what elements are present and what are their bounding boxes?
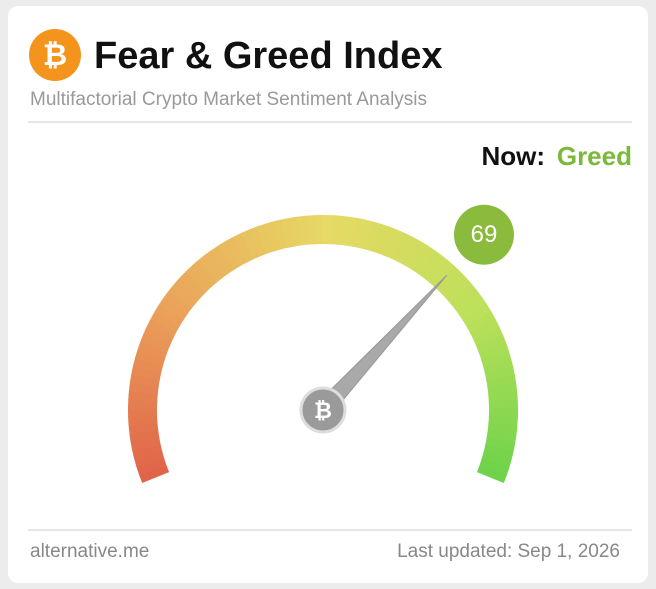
gauge-arc-segment bbox=[179, 270, 207, 298]
gauge-arc-segment bbox=[136, 457, 167, 476]
gauge-arc-segment bbox=[478, 342, 510, 361]
gauge-arc-segment bbox=[128, 407, 158, 418]
gauge-arc-segment bbox=[168, 283, 197, 309]
last-updated: Last updated: Sep 1, 2026 bbox=[397, 541, 620, 562]
gauge-arc-segment bbox=[466, 311, 497, 334]
gauge-arc-segment bbox=[150, 310, 181, 333]
gauge-arc-segment bbox=[198, 254, 224, 283]
gauge-arc-segment bbox=[365, 221, 383, 252]
gauge-arc-segment bbox=[454, 290, 483, 316]
source: alternative.me bbox=[30, 541, 149, 562]
gauge-arc-segment bbox=[137, 341, 168, 360]
gauge-arc-segment bbox=[481, 350, 512, 368]
gauge-arc-segment bbox=[174, 276, 202, 303]
gauge-arc-segment bbox=[132, 357, 164, 374]
gauge-arc-segment bbox=[358, 219, 375, 250]
gauge-arc-segment bbox=[399, 236, 422, 267]
gauge-arc-segment bbox=[159, 296, 189, 321]
gauge-arc-segment bbox=[185, 264, 213, 293]
gauge-arc-segment bbox=[146, 317, 177, 340]
gauge-arc-segment bbox=[417, 249, 443, 279]
gauge-arc-segment bbox=[488, 391, 518, 403]
gauge-arc-segment bbox=[140, 333, 171, 353]
gauge-arc-segment bbox=[405, 240, 429, 271]
gauge-arc-segment bbox=[128, 414, 158, 426]
value-label: 69 bbox=[471, 221, 498, 248]
gauge-arc-segment bbox=[211, 244, 236, 274]
gauge-arc-segment bbox=[462, 304, 493, 328]
gauge-arc-segment bbox=[272, 219, 289, 250]
gauge-arc-segment bbox=[191, 259, 218, 288]
gauge-arc-segment bbox=[469, 319, 500, 341]
now-label: Now: bbox=[481, 141, 545, 171]
gauge-arc-segment bbox=[485, 437, 516, 452]
gauge-arc-segment bbox=[473, 326, 504, 347]
gauge-arc-segment bbox=[128, 398, 158, 409]
gauge: ₿ 69 bbox=[128, 204, 518, 484]
gauge-arc-segment bbox=[483, 358, 514, 375]
gauge-arc-segment bbox=[218, 240, 242, 270]
gauge-arc-segment bbox=[386, 229, 407, 260]
gauge-arc-segment bbox=[379, 226, 399, 257]
gauge-arc-segment bbox=[486, 430, 517, 444]
chart-title: Fear & Greed Index bbox=[94, 35, 442, 77]
gauge-arc-segment bbox=[444, 277, 473, 304]
needle-hub bbox=[299, 386, 347, 434]
gauge-arc-segment bbox=[204, 249, 230, 279]
gauge-arc-segment bbox=[133, 450, 165, 468]
gauge-arc-segment bbox=[143, 325, 174, 346]
gauge-arc-segment bbox=[131, 365, 162, 381]
gauge-arc-segment bbox=[372, 223, 391, 255]
gauge-arc-segment bbox=[163, 289, 193, 315]
gauge-arc-segment bbox=[479, 458, 510, 477]
gauge-arc-segment bbox=[225, 236, 248, 267]
gauge-arc-segment bbox=[306, 215, 317, 245]
gauge-arc-segment bbox=[256, 223, 275, 254]
gauge-arc-segment bbox=[488, 400, 518, 410]
gauge-arc-segment bbox=[344, 216, 358, 247]
gauge-arc-segment bbox=[411, 245, 436, 275]
gauge-arc-segment bbox=[434, 265, 462, 293]
gauge-arc-segment bbox=[481, 451, 512, 469]
gauge-arc-segment bbox=[439, 271, 468, 299]
hub-symbol: ₿ bbox=[314, 398, 332, 423]
gauge-arc-segment bbox=[429, 260, 456, 288]
gauge-arc-segment bbox=[458, 297, 488, 322]
gauge-arc-segment bbox=[449, 284, 478, 310]
gauge-arc-segment bbox=[351, 217, 367, 249]
classification: Greed bbox=[557, 141, 632, 171]
gauge-arc-segment bbox=[314, 214, 325, 245]
gauge-arc-segment bbox=[138, 464, 170, 484]
gauge-arc-segment bbox=[323, 215, 333, 245]
gauge-arc-segment bbox=[134, 349, 166, 367]
gauge-arc-segment bbox=[128, 422, 159, 434]
gauge-arc-segment bbox=[132, 443, 163, 459]
bitcoin-symbol: ₿ bbox=[43, 39, 67, 72]
bitcoin-logo bbox=[29, 29, 81, 81]
gauge-arc-segment bbox=[264, 221, 282, 252]
gauge-arc-segment bbox=[488, 408, 518, 419]
chart-subtitle: Multifactorial Crypto Market Sentiment A… bbox=[30, 89, 427, 110]
value-bubble bbox=[453, 204, 514, 265]
gauge-arc-segment bbox=[476, 334, 507, 354]
gauge-arc-segment bbox=[392, 233, 414, 264]
gauge-arc-segment bbox=[476, 465, 507, 484]
gauge-arc-segment bbox=[248, 226, 268, 257]
gauge-arc-segment bbox=[483, 444, 514, 461]
gauge-arc-segment bbox=[154, 303, 184, 327]
gauge-arc-segment bbox=[423, 254, 449, 284]
gauge-arc-segment bbox=[484, 366, 516, 382]
gauge-arc-segment bbox=[297, 215, 310, 246]
gauge-arc-segment bbox=[129, 373, 160, 388]
gauge-arc-segment bbox=[233, 232, 255, 263]
gauge-arc-segment bbox=[240, 229, 261, 260]
